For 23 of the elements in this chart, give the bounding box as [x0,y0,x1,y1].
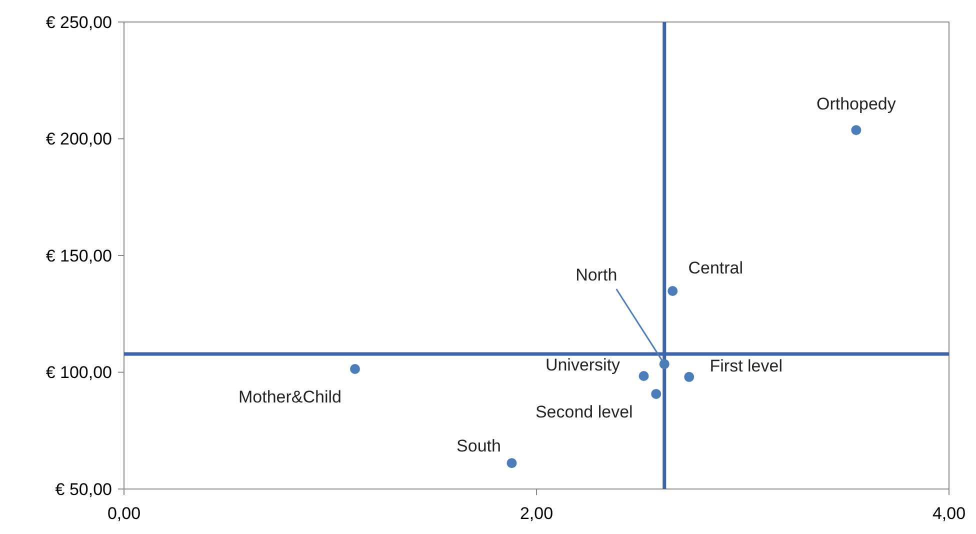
y-tick-label: € 50,00 [55,480,112,499]
annotation: Orthopedy [816,94,896,114]
y-tick-label: € 100,00 [46,363,112,382]
point [651,388,662,399]
y-tick-label: € 200,00 [46,130,112,149]
annotation: South [456,436,501,456]
point [350,364,360,374]
annotation: Second level [535,402,633,422]
annotation: First level [710,356,782,376]
annotation: Mother&Child [238,387,342,406]
point [851,125,862,136]
x-tick-label: 0,00 [107,504,141,523]
x-tick-label: 2,00 [520,504,554,523]
y-tick-label: € 150,00 [46,246,112,266]
annotation: North [576,266,618,285]
point [668,286,678,296]
annotation: University [545,355,621,374]
point [506,458,517,468]
y-tick-label: € 250,00 [46,12,112,32]
point [684,372,694,382]
x-tick-label: 4,00 [932,504,966,523]
point [638,370,649,381]
annotation: Central [688,258,744,278]
